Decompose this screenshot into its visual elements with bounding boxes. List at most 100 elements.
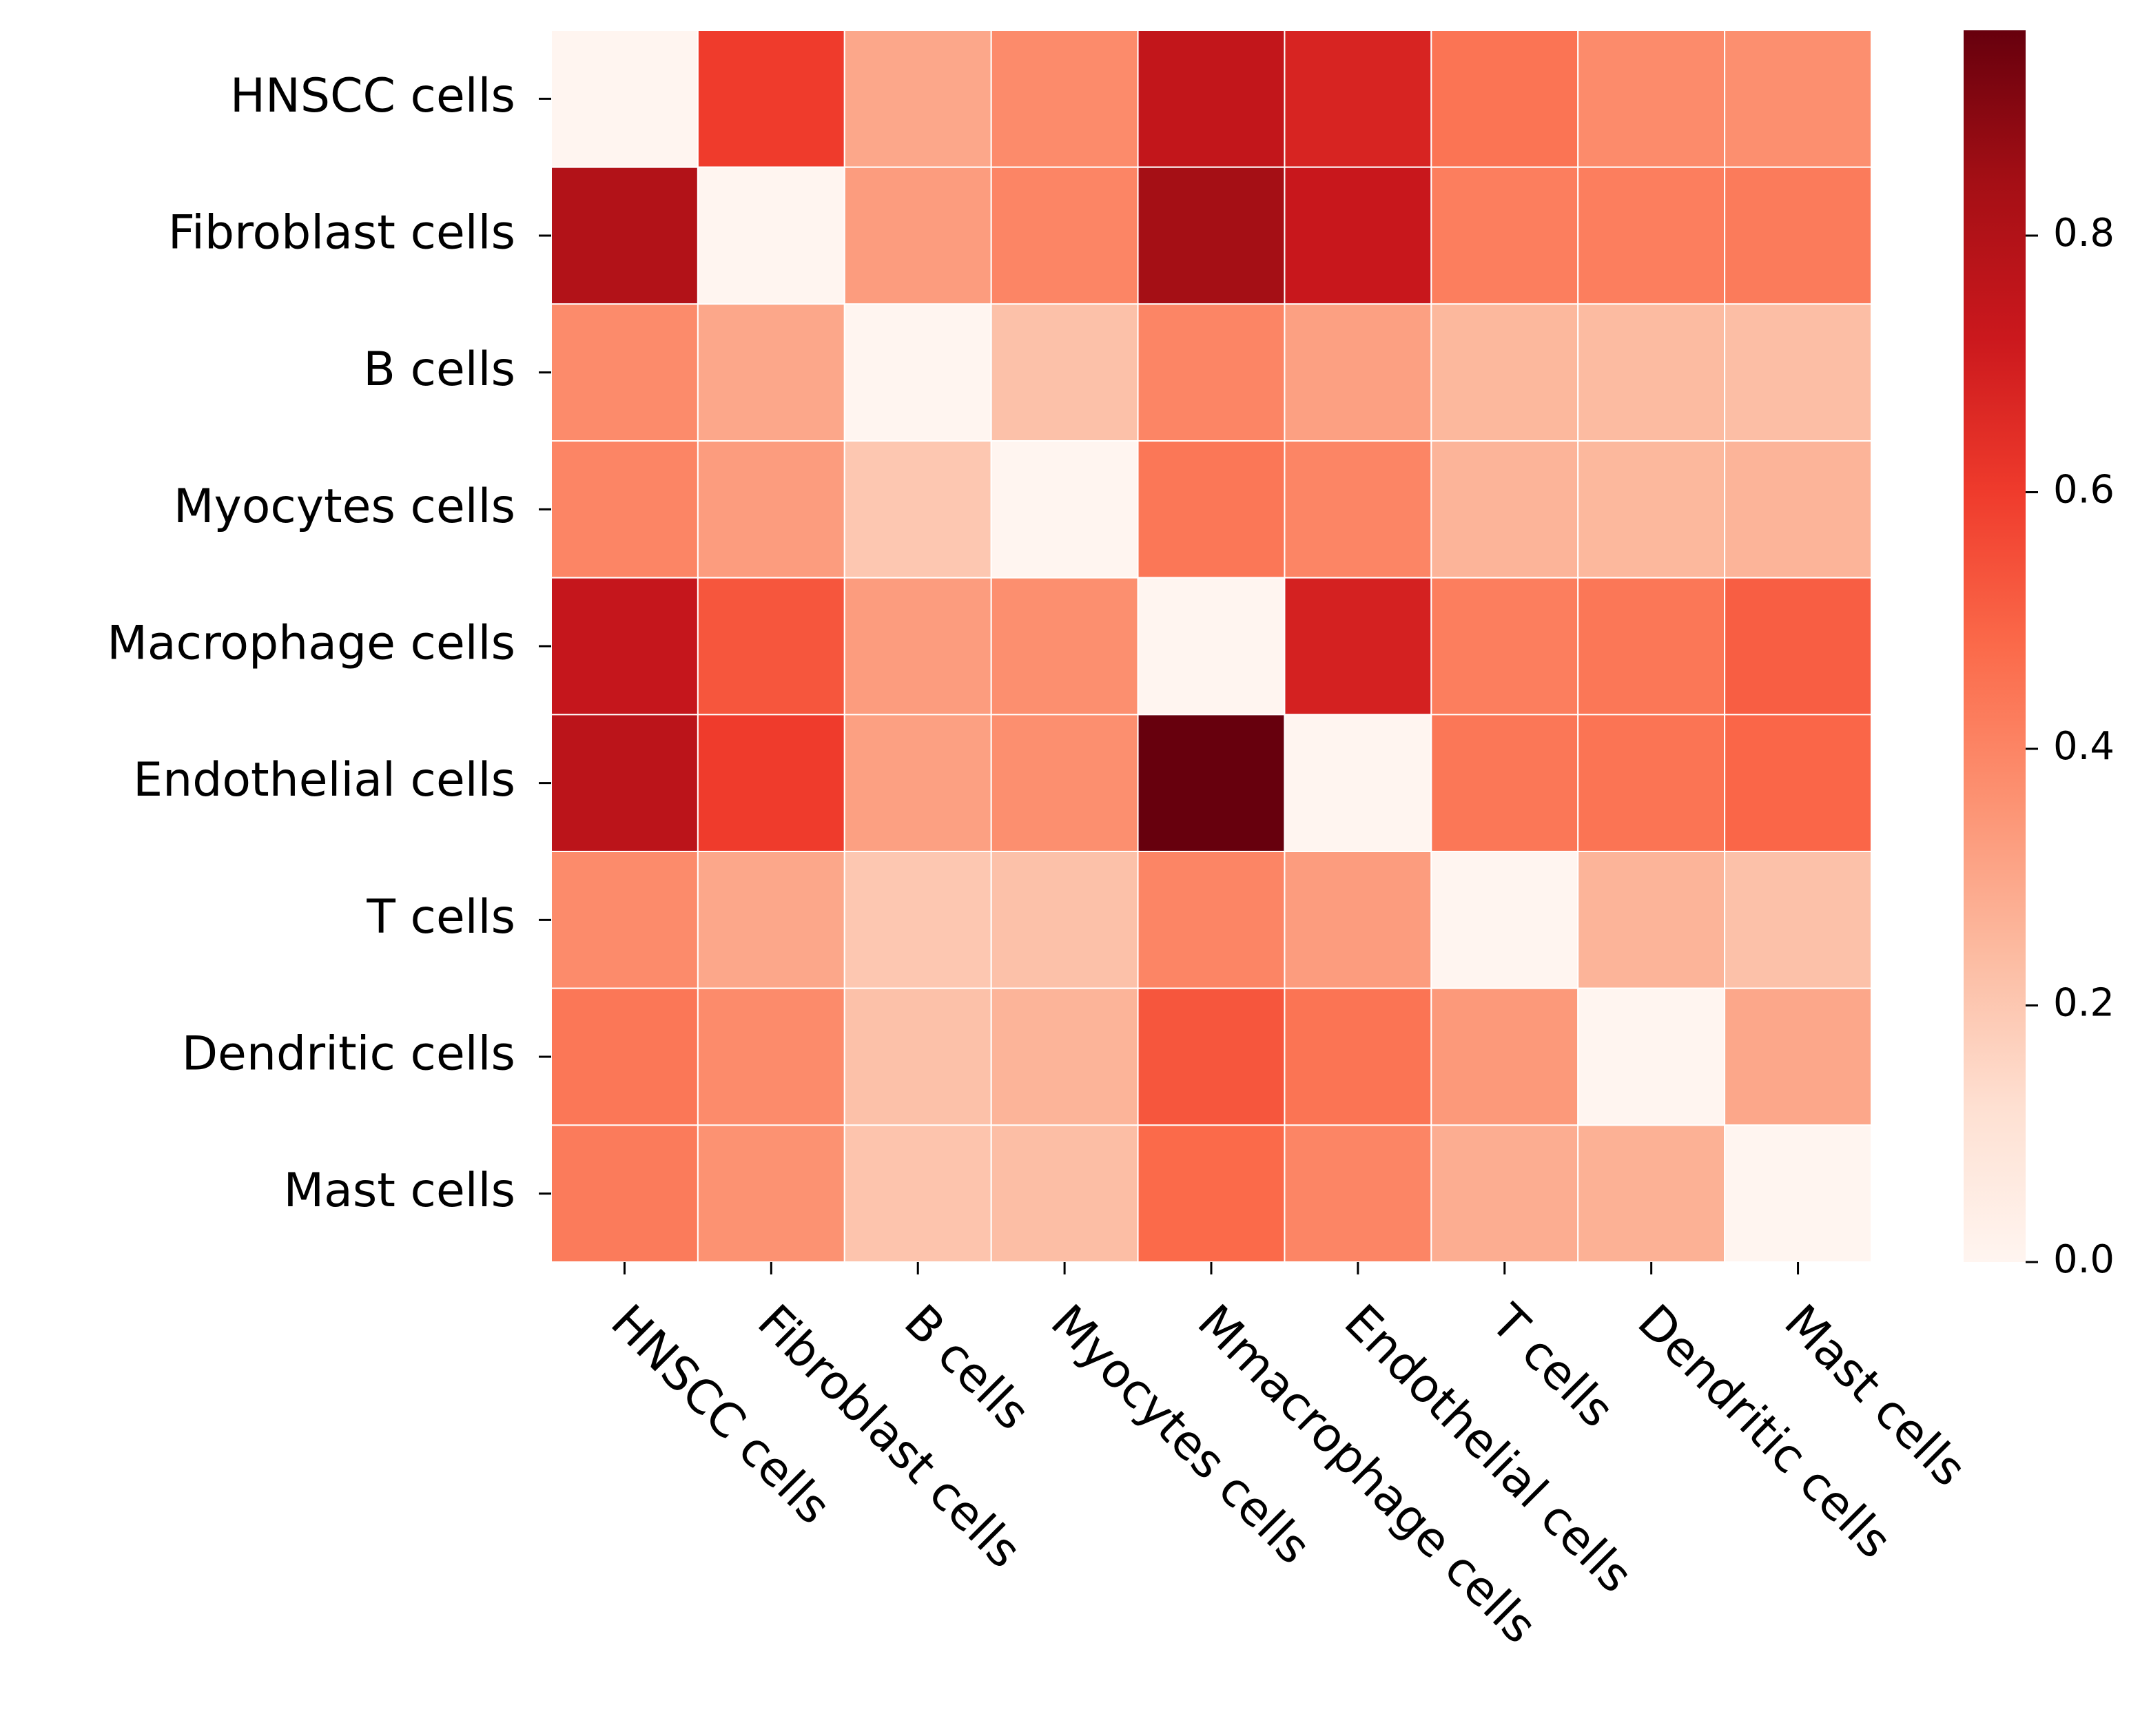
heatmap-cell <box>551 714 699 853</box>
heatmap-cell <box>697 577 845 716</box>
heatmap-cell <box>1284 714 1432 853</box>
heatmap-cell <box>1724 714 1872 853</box>
heatmap-cell <box>1724 987 1872 1126</box>
colorbar-tick-label: 0.4 <box>2053 724 2115 769</box>
heatmap-cell <box>1284 577 1432 716</box>
y-tick-label: T cells <box>366 890 515 944</box>
heatmap-cell <box>1724 30 1872 168</box>
heatmap-cell <box>551 303 699 442</box>
colorbar-tick-label: 0.6 <box>2053 468 2115 513</box>
heatmap-cell <box>1284 440 1432 579</box>
heatmap-cell <box>1724 577 1872 716</box>
heatmap-cell <box>1137 303 1286 442</box>
heatmap-cell <box>843 166 992 305</box>
heatmap-cell <box>551 30 699 168</box>
heatmap-cell <box>843 851 992 989</box>
heatmap-cells <box>551 30 1872 1263</box>
heatmap-cell <box>843 440 992 579</box>
heatmap-cell <box>990 1124 1139 1263</box>
heatmap-cell <box>843 30 992 168</box>
heatmap-cell <box>843 1124 992 1263</box>
heatmap-cell <box>1430 30 1579 168</box>
heatmap-cell <box>1430 440 1579 579</box>
heatmap-cell <box>697 166 845 305</box>
heatmap-cell <box>1430 987 1579 1126</box>
heatmap-cell <box>697 303 845 442</box>
heatmap-cell <box>551 577 699 716</box>
heatmap-cell <box>1577 987 1726 1126</box>
heatmap-cell <box>1430 577 1579 716</box>
heatmap-cell <box>1577 303 1726 442</box>
heatmap-cell <box>1430 851 1579 989</box>
heatmap-cell <box>990 987 1139 1126</box>
heatmap-cell <box>1137 577 1286 716</box>
y-axis: HNSCC cells Fibroblast cells B cells Myocyt… <box>107 69 551 1218</box>
y-tick-label: HNSCC cells <box>230 69 515 123</box>
heatmap-cell <box>697 714 845 853</box>
heatmap-cell <box>1577 851 1726 989</box>
colorbar-tick-label: 0.2 <box>2053 981 2115 1026</box>
y-tick-label: Dendritic cells <box>182 1027 515 1082</box>
heatmap-cell <box>1724 303 1872 442</box>
heatmap-cell <box>1137 30 1286 168</box>
heatmap-cell <box>1284 987 1432 1126</box>
heatmap-cell <box>1284 303 1432 442</box>
heatmap-cell <box>990 851 1139 989</box>
heatmap-cell <box>697 1124 845 1263</box>
heatmap-cell <box>697 851 845 989</box>
heatmap-cell <box>1284 851 1432 989</box>
heatmap-cell <box>1137 851 1286 989</box>
heatmap-cell <box>1430 1124 1579 1263</box>
heatmap-cell <box>1724 166 1872 305</box>
heatmap-cell <box>551 440 699 579</box>
colorbar-tick-label: 0.0 <box>2053 1237 2115 1282</box>
y-tick-label: Fibroblast cells <box>168 206 515 260</box>
heatmap-cell <box>990 30 1139 168</box>
heatmap-cell <box>843 303 992 442</box>
heatmap-cell <box>551 1124 699 1263</box>
heatmap-cell <box>697 440 845 579</box>
heatmap-cell <box>1284 166 1432 305</box>
heatmap-cell <box>990 714 1139 853</box>
y-tick-label: Endothelial cells <box>133 753 515 807</box>
heatmap-cell <box>1724 440 1872 579</box>
heatmap-cell <box>697 987 845 1126</box>
heatmap-cell <box>990 440 1139 579</box>
colorbar-tick-label: 0.8 <box>2053 211 2115 256</box>
heatmap-cell <box>1430 166 1579 305</box>
heatmap-cell <box>551 166 699 305</box>
heatmap-cell <box>1137 166 1286 305</box>
heatmap-cell <box>1284 30 1432 168</box>
heatmap-cell <box>1137 440 1286 579</box>
heatmap-cell <box>1284 1124 1432 1263</box>
y-tick-label: B cells <box>363 342 515 397</box>
heatmap-cell <box>843 577 992 716</box>
y-tick-label: Macrophage cells <box>107 617 515 671</box>
colorbar: 0.0 0.2 0.4 0.6 0.8 <box>1964 30 2115 1282</box>
heatmap-cell <box>551 987 699 1126</box>
heatmap-cell <box>990 577 1139 716</box>
heatmap-cell <box>1577 714 1726 853</box>
heatmap-cell <box>1577 1124 1726 1263</box>
heatmap-cell <box>1577 30 1726 168</box>
heatmap-cell <box>990 166 1139 305</box>
heatmap-cell <box>990 303 1139 442</box>
heatmap-cell <box>1577 577 1726 716</box>
heatmap-cell <box>843 714 992 853</box>
heatmap-cell <box>697 30 845 168</box>
heatmap-cell <box>1724 851 1872 989</box>
heatmap-cell <box>551 851 699 989</box>
heatmap-cell <box>843 987 992 1126</box>
heatmap-cell <box>1137 714 1286 853</box>
heatmap-cell <box>1577 166 1726 305</box>
heatmap-cell <box>1137 1124 1286 1263</box>
y-tick-label: Myocytes cells <box>174 479 515 534</box>
heatmap-cell <box>1577 440 1726 579</box>
heatmap-cell <box>1137 987 1286 1126</box>
y-tick-label: Mast cells <box>284 1164 515 1218</box>
heatmap-cell <box>1724 1124 1872 1263</box>
heatmap-cell <box>1430 303 1579 442</box>
colorbar-gradient <box>1964 30 2026 1262</box>
